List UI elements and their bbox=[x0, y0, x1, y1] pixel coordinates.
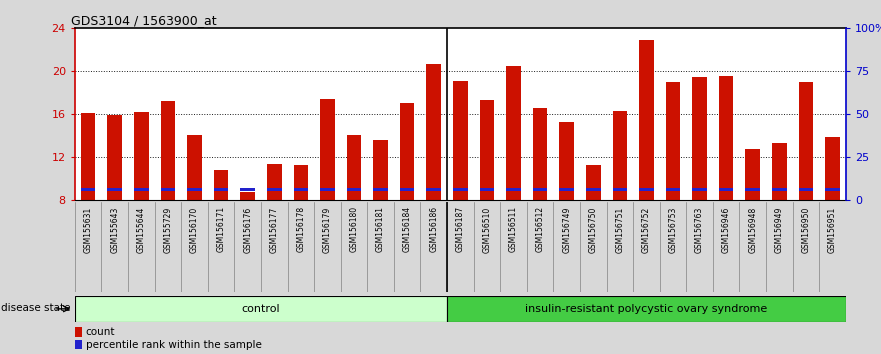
Text: GSM156511: GSM156511 bbox=[509, 206, 518, 252]
Bar bbox=[374, 140, 388, 200]
Text: GSM156176: GSM156176 bbox=[243, 206, 252, 252]
Text: GSM156177: GSM156177 bbox=[270, 206, 278, 252]
Text: GSM156187: GSM156187 bbox=[455, 206, 465, 252]
Bar bbox=[75, 340, 82, 349]
Bar bbox=[187, 135, 202, 200]
Bar bbox=[745, 149, 760, 200]
Bar bbox=[453, 81, 468, 200]
Bar bbox=[453, 188, 468, 192]
Text: GSM156170: GSM156170 bbox=[190, 206, 199, 252]
Bar bbox=[772, 143, 787, 200]
Text: disease state: disease state bbox=[2, 303, 71, 313]
Bar bbox=[400, 188, 414, 192]
Text: GSM156946: GSM156946 bbox=[722, 206, 730, 253]
Bar bbox=[75, 296, 447, 322]
Text: count: count bbox=[85, 327, 115, 337]
Text: GSM156751: GSM156751 bbox=[615, 206, 625, 252]
Text: percentile rank within the sample: percentile rank within the sample bbox=[85, 339, 262, 349]
Text: GSM156749: GSM156749 bbox=[562, 206, 571, 253]
Bar bbox=[187, 188, 202, 192]
Bar bbox=[745, 188, 760, 192]
Bar bbox=[479, 188, 494, 192]
Text: GSM156512: GSM156512 bbox=[536, 206, 544, 252]
Bar bbox=[666, 188, 680, 192]
Bar bbox=[612, 188, 627, 192]
Bar bbox=[612, 111, 627, 200]
Bar bbox=[639, 188, 654, 192]
Bar bbox=[107, 115, 122, 200]
Bar bbox=[825, 137, 840, 200]
Text: GSM156186: GSM156186 bbox=[429, 206, 438, 252]
Bar bbox=[447, 296, 846, 322]
Text: GSM156763: GSM156763 bbox=[695, 206, 704, 253]
Text: GSM156180: GSM156180 bbox=[350, 206, 359, 252]
Text: control: control bbox=[241, 304, 280, 314]
Text: GSM156948: GSM156948 bbox=[748, 206, 758, 252]
Text: GSM156752: GSM156752 bbox=[642, 206, 651, 252]
Bar bbox=[798, 82, 813, 200]
Text: GSM155631: GSM155631 bbox=[84, 206, 93, 252]
Bar bbox=[241, 193, 255, 200]
Text: GDS3104 / 1563900_at: GDS3104 / 1563900_at bbox=[71, 14, 217, 27]
Text: GSM156184: GSM156184 bbox=[403, 206, 411, 252]
Bar bbox=[347, 188, 361, 192]
Bar bbox=[134, 112, 149, 200]
Bar bbox=[719, 188, 734, 192]
Bar bbox=[507, 66, 521, 200]
Text: GSM156753: GSM156753 bbox=[669, 206, 677, 253]
Bar bbox=[160, 188, 175, 192]
Bar bbox=[586, 165, 601, 200]
Bar bbox=[267, 164, 282, 200]
Bar bbox=[719, 75, 734, 200]
Bar bbox=[214, 170, 228, 200]
Bar bbox=[559, 188, 574, 192]
Bar bbox=[639, 40, 654, 200]
Bar bbox=[241, 188, 255, 192]
Bar bbox=[586, 188, 601, 192]
Text: GSM156950: GSM156950 bbox=[802, 206, 811, 253]
Bar bbox=[692, 76, 707, 200]
Bar bbox=[347, 135, 361, 200]
Bar bbox=[81, 113, 95, 200]
Bar bbox=[214, 188, 228, 192]
Bar bbox=[798, 188, 813, 192]
Bar bbox=[160, 101, 175, 200]
Bar bbox=[293, 188, 308, 192]
Bar bbox=[772, 188, 787, 192]
Bar bbox=[507, 188, 521, 192]
Text: GSM155644: GSM155644 bbox=[137, 206, 146, 253]
Bar bbox=[400, 103, 414, 200]
Text: insulin-resistant polycystic ovary syndrome: insulin-resistant polycystic ovary syndr… bbox=[525, 304, 767, 314]
Text: GSM155729: GSM155729 bbox=[163, 206, 173, 252]
Bar bbox=[533, 108, 547, 200]
Bar bbox=[267, 188, 282, 192]
Bar bbox=[75, 327, 82, 337]
Bar bbox=[293, 165, 308, 200]
Bar bbox=[320, 99, 335, 200]
Text: GSM156179: GSM156179 bbox=[323, 206, 332, 252]
Bar bbox=[666, 82, 680, 200]
Bar bbox=[426, 64, 441, 200]
Text: GSM156510: GSM156510 bbox=[483, 206, 492, 252]
Bar bbox=[107, 188, 122, 192]
Text: GSM156181: GSM156181 bbox=[376, 206, 385, 252]
Bar bbox=[533, 188, 547, 192]
Bar bbox=[374, 188, 388, 192]
Bar bbox=[692, 188, 707, 192]
Text: GSM156178: GSM156178 bbox=[296, 206, 306, 252]
Bar bbox=[134, 188, 149, 192]
Bar bbox=[825, 188, 840, 192]
Bar bbox=[426, 188, 441, 192]
Text: GSM155643: GSM155643 bbox=[110, 206, 119, 253]
Bar bbox=[81, 188, 95, 192]
Bar bbox=[479, 100, 494, 200]
Text: GSM156171: GSM156171 bbox=[217, 206, 226, 252]
Bar bbox=[320, 188, 335, 192]
Text: GSM156750: GSM156750 bbox=[589, 206, 597, 253]
Text: GSM156951: GSM156951 bbox=[828, 206, 837, 252]
Text: GSM156949: GSM156949 bbox=[774, 206, 784, 253]
Bar bbox=[559, 122, 574, 200]
